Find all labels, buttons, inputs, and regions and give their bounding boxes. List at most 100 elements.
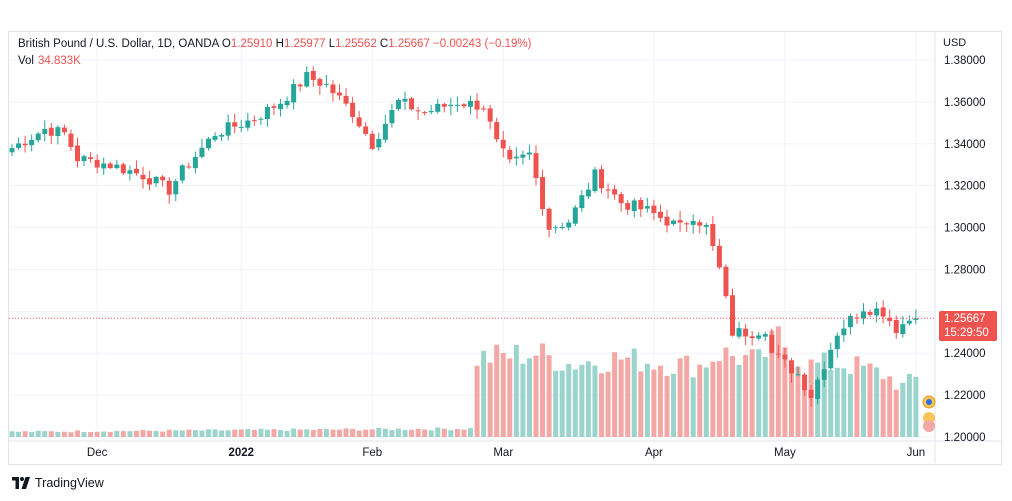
volume-bar — [179, 430, 185, 437]
candle-body — [225, 122, 231, 136]
candle-body — [107, 163, 113, 169]
volume-bar — [697, 364, 703, 437]
candle-body — [219, 135, 225, 137]
volume-bar — [101, 431, 107, 437]
volume-bar — [441, 428, 447, 437]
currency-label[interactable]: USD — [943, 37, 967, 49]
candle-body — [382, 123, 388, 140]
candle-body — [874, 308, 880, 316]
candle-body — [612, 189, 618, 195]
volume-legend: Vol 34.833K — [18, 55, 81, 67]
candle-body — [88, 157, 94, 159]
volume-bar — [454, 429, 460, 437]
last-price-tag: 1.25667 15:29:50 — [939, 311, 997, 341]
volume-bar — [415, 428, 421, 437]
volume-bar — [841, 368, 847, 437]
y-tick-label: 1.30000 — [944, 223, 986, 235]
volume-bar — [775, 326, 781, 437]
candle-body — [245, 120, 251, 128]
low-label: L — [328, 38, 336, 50]
candle-body — [775, 353, 781, 355]
x-tick-label: Jun — [907, 447, 926, 459]
volume-bar — [323, 428, 329, 437]
volume-bar — [481, 350, 487, 437]
candle-body — [847, 316, 853, 328]
candle-body — [566, 222, 572, 228]
candle-body — [749, 336, 755, 339]
volume-bar — [579, 364, 585, 437]
candle-body — [166, 180, 172, 195]
volume-bar — [22, 431, 28, 437]
volume-bar — [147, 430, 153, 437]
volume-bar — [644, 363, 650, 437]
volume-bar — [173, 430, 179, 437]
candle-body — [769, 334, 775, 353]
candle-body — [435, 103, 441, 112]
volume-bar — [749, 349, 755, 437]
volume-bar — [435, 427, 441, 437]
volume-bar — [880, 379, 886, 437]
candle-body — [304, 71, 310, 87]
candle-body — [94, 159, 100, 168]
x-tick-label: Mar — [493, 447, 513, 459]
y-tick-label: 1.38000 — [944, 55, 986, 67]
volume-bar — [317, 428, 323, 437]
volume-bar — [68, 432, 74, 437]
bar-countdown: 15:29:50 — [944, 327, 989, 339]
volume-bar — [238, 429, 244, 437]
volume-bar — [42, 431, 48, 437]
candle-body — [323, 83, 329, 85]
tradingview-logo-icon — [12, 477, 30, 489]
tradingview-brand[interactable]: TradingView — [12, 476, 104, 490]
volume-bar — [494, 344, 500, 437]
brand-name: TradingView — [35, 476, 104, 490]
y-tick-label: 1.24000 — [944, 348, 986, 360]
candle-body — [343, 95, 349, 104]
y-tick-label: 1.34000 — [944, 139, 986, 151]
volume-bar — [487, 362, 493, 437]
volume-bar — [297, 429, 303, 437]
volume-bar — [795, 366, 801, 437]
candle-body — [363, 126, 369, 134]
ohlc-legend: British Pound / U.S. Dollar, 1D, OANDA O… — [18, 38, 531, 50]
flag-icon[interactable] — [922, 394, 936, 434]
candle-body — [507, 149, 513, 160]
candle-body — [677, 220, 683, 223]
volume-bar — [671, 373, 677, 437]
volume-bar — [474, 365, 480, 437]
volume-bar — [618, 359, 624, 437]
candle-body — [697, 222, 703, 226]
close-label: C — [379, 38, 389, 50]
low-value: 1.25562 — [335, 38, 377, 50]
volume-bar — [874, 367, 880, 437]
volume-bar — [638, 371, 644, 437]
candle-body — [369, 133, 375, 149]
candle-body — [743, 328, 749, 337]
candle-body — [494, 122, 500, 140]
volume-bar — [166, 429, 172, 437]
y-tick-label: 1.22000 — [944, 390, 986, 402]
volume-bar — [160, 431, 166, 437]
volume-bar — [382, 428, 388, 437]
volume-bar — [664, 375, 670, 437]
candle-body — [474, 100, 480, 110]
candle-body — [9, 148, 15, 153]
candle-body — [238, 126, 244, 128]
candle-body — [671, 220, 677, 225]
x-tick-label: May — [774, 447, 796, 459]
volume-bar — [684, 355, 690, 437]
volume-bar — [520, 363, 526, 437]
chart-frame — [8, 31, 1002, 465]
candle-body — [795, 374, 801, 376]
candle-body — [893, 319, 899, 334]
volume-bar — [232, 429, 238, 437]
candle-body — [808, 389, 814, 398]
candle-body — [631, 200, 637, 212]
candle-body — [186, 166, 192, 168]
candle-body — [585, 189, 591, 197]
candle-body — [350, 102, 356, 117]
candle-body — [337, 92, 342, 96]
volume-bar — [913, 376, 919, 437]
candle-body — [841, 328, 847, 336]
